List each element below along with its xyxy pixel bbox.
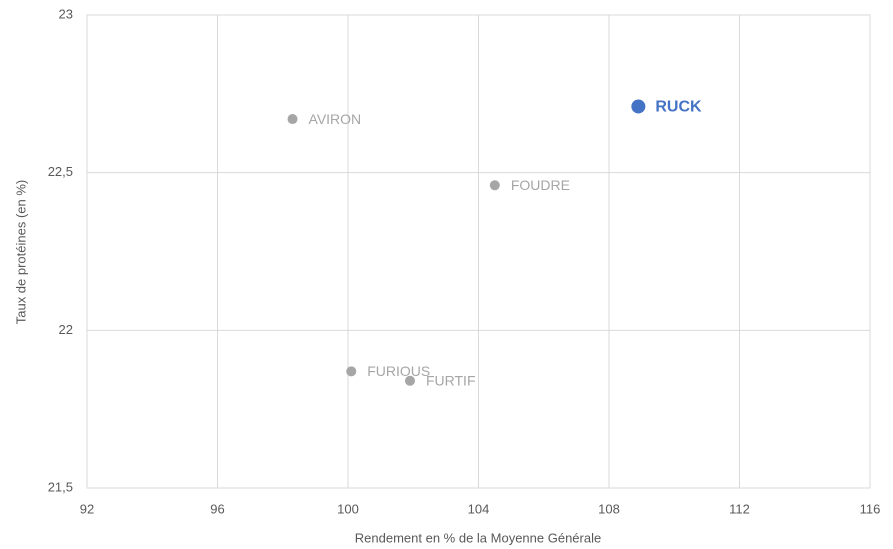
point-label: FURIOUS [367, 363, 430, 379]
data-point [489, 180, 500, 191]
x-tick-label: 112 [729, 501, 750, 516]
x-tick-label: 104 [468, 501, 490, 516]
x-tick-label: 116 [860, 501, 881, 516]
point-label: FOUDRE [511, 177, 570, 193]
data-point [631, 99, 646, 114]
y-tick-label: 22,5 [48, 164, 73, 179]
point-label: AVIRON [309, 111, 362, 127]
data-point [287, 114, 298, 125]
data-point [346, 366, 357, 377]
y-tick-label: 21,5 [48, 479, 73, 494]
point-label: RUCK [655, 99, 702, 116]
x-tick-label: 96 [210, 501, 224, 516]
y-tick-label: 23 [59, 6, 73, 21]
x-tick-label: 108 [598, 501, 620, 516]
x-axis-title: Rendement en % de la Moyenne Générale [355, 530, 601, 545]
y-tick-label: 22 [59, 322, 73, 337]
x-tick-label: 100 [337, 501, 359, 516]
point-label: FURTIF [426, 372, 476, 388]
y-axis-title: Taux de protéines (en %) [13, 180, 28, 325]
data-point [404, 375, 415, 386]
x-tick-label: 92 [80, 501, 94, 516]
